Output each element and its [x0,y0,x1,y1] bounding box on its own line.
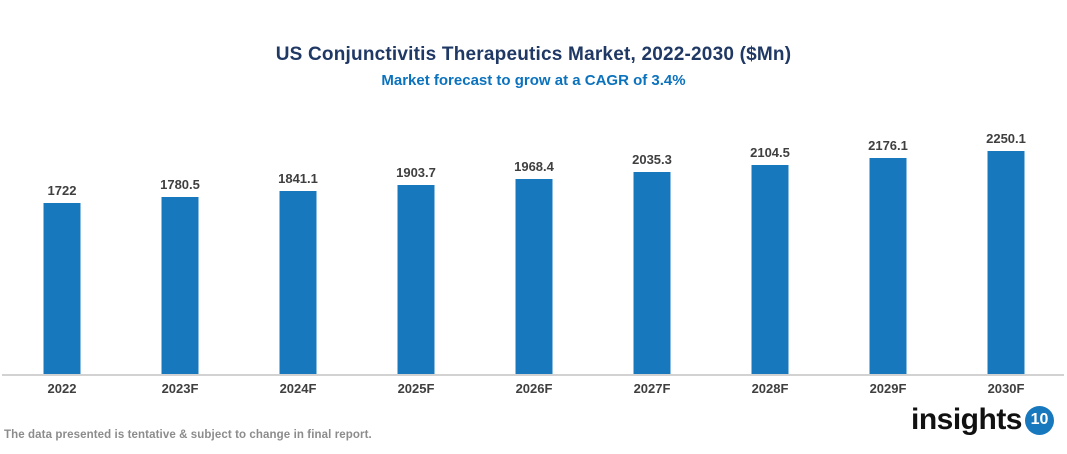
bar [397,184,435,374]
chart-title: US Conjunctivitis Therapeutics Market, 2… [275,44,792,65]
x-axis-tick-label: 2030F [987,381,1025,396]
logo-text: insights [910,403,1023,436]
bar-group-2028F: 2104.5 [711,145,829,374]
bar-group-2024F: 1841.1 [239,150,357,374]
x-axis-tick-label: 2029F [869,381,907,396]
logo-badge-10-icon: 10 [1025,405,1054,435]
x-axis-tick-label: 2025F [397,381,435,396]
bar-group-2023F: 1780.5 [121,150,239,374]
bar-value-label: 1841.1 [278,171,318,187]
bar-value-label: 1780.5 [160,177,200,193]
x-axis-tick-label: 2028F [751,381,789,396]
bar [515,178,553,374]
bar [161,197,199,374]
bar-value-label: 2035.3 [632,151,672,167]
x-axis-tick-label: 2022 [47,381,77,396]
insights10-logo: insights 10 [911,405,1054,435]
bar-value-label: 2104.5 [750,145,790,161]
x-axis-tick-label: 2024F [279,381,317,396]
x-axis-labels: 2022 2023F 2024F 2025F 2026F 2027F 2028F 2029F 2… [3,381,1065,396]
chart-subtitle: Market forecast to grow at a CAGR of 3.4… [381,72,686,89]
x-axis-line [2,374,1064,376]
bar-chart-plot-area: 1722 1780.5 1841.1 1903.7 1968.4 2035.3 2104.5… [3,131,1065,374]
bar-group-2029F: 2176.1 [829,138,947,374]
bar [869,157,907,374]
bar-group-2022: 1722 [3,150,121,374]
bar-value-label: 2176.1 [868,137,908,153]
bar-value-label: 1968.4 [514,158,554,174]
bar [751,165,789,374]
x-axis-tick-label: 2027F [633,381,671,396]
bar-group-2025F: 1903.7 [357,150,475,374]
bar [987,150,1025,374]
bar-group-2026F: 1968.4 [475,150,593,374]
bar-value-label: 1722 [47,183,77,199]
bar [633,171,671,374]
bar-value-label: 2250.1 [986,130,1026,146]
bar [43,203,81,374]
bar-group-2030F: 2250.1 [947,131,1065,374]
bar-group-2027F: 2035.3 [593,150,711,374]
bar-value-label: 1903.7 [396,164,436,180]
bar [279,191,317,374]
footer-disclaimer: The data presented is tentative & subjec… [4,429,372,441]
x-axis-tick-label: 2026F [515,381,553,396]
x-axis-tick-label: 2023F [161,381,199,396]
